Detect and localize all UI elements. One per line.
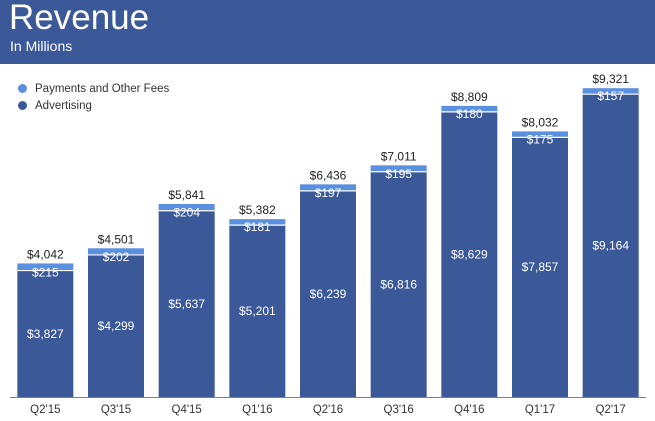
bar-payments [17,263,74,271]
bar-payments [88,248,144,255]
bar-payments [158,203,215,211]
data-label-total: $6,436 [310,168,347,182]
data-label-advertising: $6,239 [310,287,347,301]
data-label-payments: $202 [103,250,130,264]
legend-swatch-payments [18,84,27,93]
legend-item-advertising: Advertising [18,97,169,114]
bar-advertising [158,210,215,397]
bar-payments [582,88,639,95]
data-label-total: $5,382 [239,203,276,217]
legend-label-payments: Payments and Other Fees [35,82,170,95]
legend: Payments and Other Fees Advertising [18,80,169,114]
x-tick-label: Q2'16 [313,404,343,416]
data-label-advertising: $4,299 [98,319,135,333]
x-tick-label: Q1'16 [242,404,272,416]
data-label-advertising: $7,857 [522,260,559,274]
data-label-payments: $180 [456,107,483,121]
data-label-payments: $181 [244,220,271,234]
chart-title: Revenue [9,0,150,37]
data-label-payments: $195 [385,167,412,181]
x-tick-label: Q2'15 [30,404,60,416]
data-label-payments: $197 [315,186,342,200]
legend-label-advertising: Advertising [35,99,92,112]
bar-advertising [582,94,639,397]
bar-payments [512,131,568,138]
data-label-advertising: $9,164 [592,239,629,253]
x-tick-label: Q4'16 [454,404,484,416]
bar-advertising [300,190,356,397]
bar-payments [441,105,498,112]
x-tick-label: Q1'17 [525,404,555,416]
bar-advertising [88,254,144,397]
bar-payments [229,219,286,226]
bar-advertising [370,171,427,397]
chart-subtitle: In Millions [10,38,73,54]
data-label-payments: $175 [527,132,554,146]
data-label-total: $8,032 [522,115,559,129]
bar-payments [370,165,427,172]
data-label-payments: $157 [597,89,624,103]
x-tick-label: Q3'16 [384,404,414,416]
data-label-total: $9,321 [592,72,629,86]
x-tick-label: Q3'15 [101,404,131,416]
x-tick-label: Q2'17 [596,404,626,416]
legend-swatch-advertising [18,101,27,110]
data-label-payments: $204 [173,206,200,220]
data-label-advertising: $3,827 [27,327,64,341]
data-label-advertising: $5,637 [168,297,205,311]
x-tick-label: Q4'15 [172,404,202,416]
bar-advertising [229,225,286,397]
data-label-total: $4,501 [98,232,135,246]
bar-advertising [17,270,74,397]
data-label-payments: $215 [32,266,59,280]
data-label-advertising: $6,816 [380,277,417,291]
data-label-advertising: $8,629 [451,247,488,261]
bar-payments [300,184,356,191]
data-label-advertising: $5,201 [239,304,276,318]
legend-item-payments: Payments and Other Fees [18,80,169,97]
data-label-total: $5,841 [168,188,205,202]
bar-advertising [512,137,568,398]
data-label-total: $8,809 [451,90,488,104]
header-banner: Revenue In Millions [0,0,655,64]
data-label-total: $4,042 [27,247,64,261]
bar-advertising [441,111,498,398]
data-label-total: $7,011 [381,149,417,163]
